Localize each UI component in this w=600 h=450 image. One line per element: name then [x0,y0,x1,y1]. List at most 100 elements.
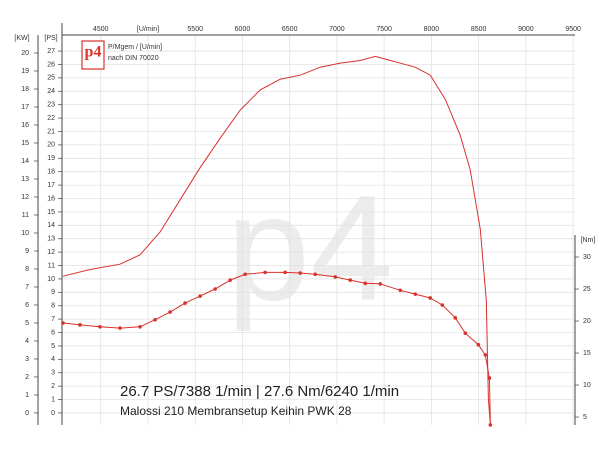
data-point [263,270,267,275]
x-tick-label: 9500 [565,26,581,33]
y-tick-label: 20 [47,142,55,149]
y-tick-label: 2 [51,383,55,390]
data-point [138,324,142,329]
y3-tick-label: 11 [22,212,29,219]
chart-title: P/Mgem / [U/min] [108,44,162,51]
y2-tick-label: 15 [583,350,591,357]
y3-tick-label: 18 [21,86,29,93]
y-tick-label: 27 [47,48,55,55]
watermark: p4 [227,164,394,332]
y2-tick-label: 20 [583,318,591,325]
y-axis-label: [PS] [44,35,57,42]
data-point [348,278,353,282]
y-tick-label: 8 [51,303,55,310]
data-point [153,317,157,322]
y3-tick-label: 10 [21,230,29,237]
y3-tick-label: 5 [25,320,29,327]
y-tick-label: 10 [47,276,55,283]
y3-tick-label: 13 [21,176,29,183]
data-point [213,287,217,291]
y-tick-label: 15 [47,209,55,216]
y3-tick-label: 15 [21,140,29,147]
y3-tick-label: 7 [25,284,29,291]
y2-tick-label: 10 [583,382,591,389]
y-tick-label: 11 [48,262,55,269]
y-tick-label: 18 [47,169,55,176]
data-point [118,326,122,330]
y3-tick-label: 4 [25,338,29,345]
x-tick-label: 6000 [235,26,251,33]
data-point [413,292,418,296]
y-tick-label: 6 [51,329,55,336]
data-point [476,342,481,347]
x-tick-label: 7500 [376,26,392,33]
y-tick-label: 17 [47,182,55,189]
data-point [283,270,287,275]
data-point [78,323,82,327]
y-tick-label: 12 [47,249,55,256]
y3-tick-label: 8 [25,266,29,273]
y3-tick-label: 1 [25,392,29,399]
data-point [243,272,247,277]
x-tick-label: 9000 [518,26,534,33]
data-point [463,331,468,335]
y2-tick-label: 30 [583,254,591,261]
y3-tick-label: 16 [21,122,29,129]
x-tick-label: [U/min] [137,26,159,33]
y-tick-label: 24 [47,88,55,95]
y-tick-label: 3 [51,370,55,377]
data-point [168,310,172,314]
y-tick-label: 25 [47,75,55,82]
y-tick-label: 16 [47,195,55,202]
y-tick-label: 9 [51,289,55,296]
y-tick-label: 23 [47,102,55,109]
data-point [378,282,383,286]
y-tick-label: 13 [47,236,55,243]
data-point [428,296,433,300]
x-tick-label: 7000 [329,26,345,33]
data-point [333,275,338,279]
data-line [62,55,491,426]
x-tick-label: 5500 [187,26,203,33]
data-point [487,376,492,380]
data-point [61,321,65,325]
data-point [228,278,232,282]
y3-tick-label: 12 [21,194,29,201]
y-tick-label: 26 [47,61,55,68]
x-tick-label: 6500 [282,26,298,33]
y3-tick-label: 9 [25,248,29,255]
data-point [483,353,488,357]
y-tick-label: 22 [47,115,55,122]
data-point [298,271,302,275]
y3-tick-label: 0 [25,410,29,417]
logo-box [81,40,105,70]
x-tick-label: 8500 [471,26,487,33]
y-tick-label: 19 [47,155,55,162]
data-point [198,294,202,298]
y3-axis-label: [KW] [14,35,29,42]
y3-tick-label: 17 [21,104,29,111]
y-tick-label: 5 [51,343,55,350]
y-tick-label: 4 [51,356,55,363]
data-point [183,301,187,305]
data-point [488,423,493,427]
y-tick-label: 7 [51,316,55,323]
y-tick-label: 21 [47,128,55,135]
data-point [440,303,445,307]
annotation: 26.7 PS/7388 1/min | 27.6 Nm/6240 1/min [120,383,399,400]
logo: p4 [85,44,102,61]
y3-tick-label: 3 [25,356,29,363]
y2-axis-label: [Nm] [581,237,596,244]
y-tick-label: 0 [51,410,55,417]
y3-tick-label: 14 [21,158,29,165]
y3-tick-label: 20 [21,50,29,57]
data-point [363,281,368,286]
data-point [398,288,403,293]
x-tick-label: 4500 [93,26,109,33]
data-point [453,316,458,320]
chart-subtitle: nach DIN 70020 [108,55,159,62]
y3-tick-label: 19 [21,68,29,75]
data-point [313,272,317,277]
data-line [62,271,491,426]
